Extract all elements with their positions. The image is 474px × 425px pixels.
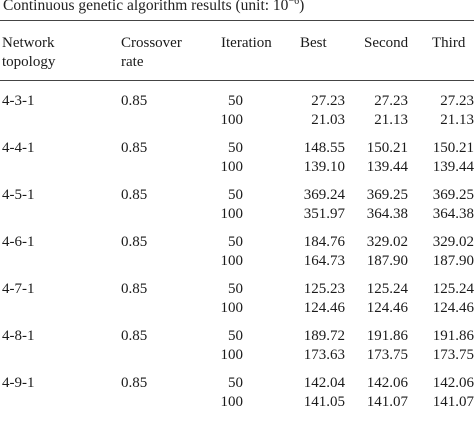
cell-crossover-rate: 0.85 <box>121 93 148 109</box>
cell-third: 364.38 <box>432 206 474 222</box>
cell-second: 364.38 <box>366 206 408 222</box>
cell-second: 124.46 <box>366 300 408 316</box>
cell-second: 125.24 <box>366 281 408 297</box>
cell-iteration: 50 <box>228 234 243 250</box>
cell-best: 173.63 <box>303 347 345 363</box>
cell-topology: 4-9-1 <box>2 375 35 391</box>
cell-second: 173.75 <box>366 347 408 363</box>
header-best: Best <box>300 35 327 51</box>
cell-best: 124.46 <box>303 300 345 316</box>
cell-topology: 4-3-1 <box>2 93 35 109</box>
cell-third: 142.06 <box>432 375 474 391</box>
cell-third: 141.07 <box>432 394 474 410</box>
cell-third: 187.90 <box>432 253 474 269</box>
cell-iteration: 100 <box>220 159 244 175</box>
cell-best: 189.72 <box>303 328 345 344</box>
cell-iteration: 100 <box>220 253 244 269</box>
cell-topology: 4-4-1 <box>2 140 35 156</box>
caption-close: ) <box>299 0 305 14</box>
cell-third: 369.25 <box>432 187 474 203</box>
header-third: Third <box>432 35 466 51</box>
cell-crossover-rate: 0.85 <box>121 140 148 156</box>
cell-third: 329.02 <box>432 234 474 250</box>
cell-third: 124.46 <box>432 300 474 316</box>
cell-iteration: 100 <box>220 347 244 363</box>
caption-text: Continuous genetic algorithm results (un… <box>3 0 289 14</box>
cell-second: 369.25 <box>366 187 408 203</box>
cell-second: 141.07 <box>366 394 408 410</box>
cell-best: 148.55 <box>303 140 345 156</box>
cell-topology: 4-5-1 <box>2 187 35 203</box>
cell-second: 150.21 <box>366 140 408 156</box>
cell-best: 141.05 <box>303 394 345 410</box>
cell-best: 351.97 <box>303 206 345 222</box>
cell-third: 125.24 <box>432 281 474 297</box>
cell-iteration: 100 <box>220 112 244 128</box>
cell-iteration: 50 <box>228 187 243 203</box>
cell-second: 27.23 <box>374 93 408 109</box>
header-crossover-line1: Crossover <box>121 35 182 51</box>
cell-second: 329.02 <box>366 234 408 250</box>
cell-iteration: 100 <box>220 300 244 316</box>
cell-iteration: 50 <box>228 140 243 156</box>
cell-crossover-rate: 0.85 <box>121 328 148 344</box>
cell-second: 142.06 <box>366 375 408 391</box>
cell-best: 125.23 <box>303 281 345 297</box>
cell-third: 21.13 <box>440 112 474 128</box>
cell-third: 173.75 <box>432 347 474 363</box>
cell-best: 139.10 <box>303 159 345 175</box>
cell-topology: 4-8-1 <box>2 328 35 344</box>
cell-iteration: 50 <box>228 281 243 297</box>
cell-iteration: 50 <box>228 375 243 391</box>
cell-crossover-rate: 0.85 <box>121 234 148 250</box>
cell-best: 142.04 <box>303 375 345 391</box>
top-rule <box>0 20 474 21</box>
caption-exponent: −6 <box>288 0 300 7</box>
header-rule <box>0 80 474 81</box>
header-iteration: Iteration <box>221 35 272 51</box>
cell-crossover-rate: 0.85 <box>121 375 148 391</box>
header-topology-line2: topology <box>2 54 56 70</box>
cell-iteration: 100 <box>220 394 244 410</box>
cell-third: 191.86 <box>432 328 474 344</box>
cell-iteration: 50 <box>228 93 243 109</box>
header-topology-line1: Network <box>2 35 55 51</box>
cell-topology: 4-6-1 <box>2 234 35 250</box>
cell-best: 369.24 <box>303 187 345 203</box>
header-second: Second <box>364 35 409 51</box>
cell-third: 27.23 <box>440 93 474 109</box>
cell-best: 164.73 <box>303 253 345 269</box>
cell-iteration: 100 <box>220 206 244 222</box>
cell-third: 139.44 <box>432 159 474 175</box>
cell-best: 184.76 <box>303 234 345 250</box>
cell-second: 191.86 <box>366 328 408 344</box>
cell-second: 139.44 <box>366 159 408 175</box>
cell-second: 187.90 <box>366 253 408 269</box>
cell-second: 21.13 <box>374 112 408 128</box>
cell-topology: 4-7-1 <box>2 281 35 297</box>
cell-iteration: 50 <box>228 328 243 344</box>
cell-crossover-rate: 0.85 <box>121 187 148 203</box>
table-caption: Continuous genetic algorithm results (un… <box>3 0 304 15</box>
cell-best: 21.03 <box>311 112 345 128</box>
cell-crossover-rate: 0.85 <box>121 281 148 297</box>
header-crossover-line2: rate <box>121 54 144 70</box>
cell-best: 27.23 <box>311 93 345 109</box>
cell-third: 150.21 <box>432 140 474 156</box>
